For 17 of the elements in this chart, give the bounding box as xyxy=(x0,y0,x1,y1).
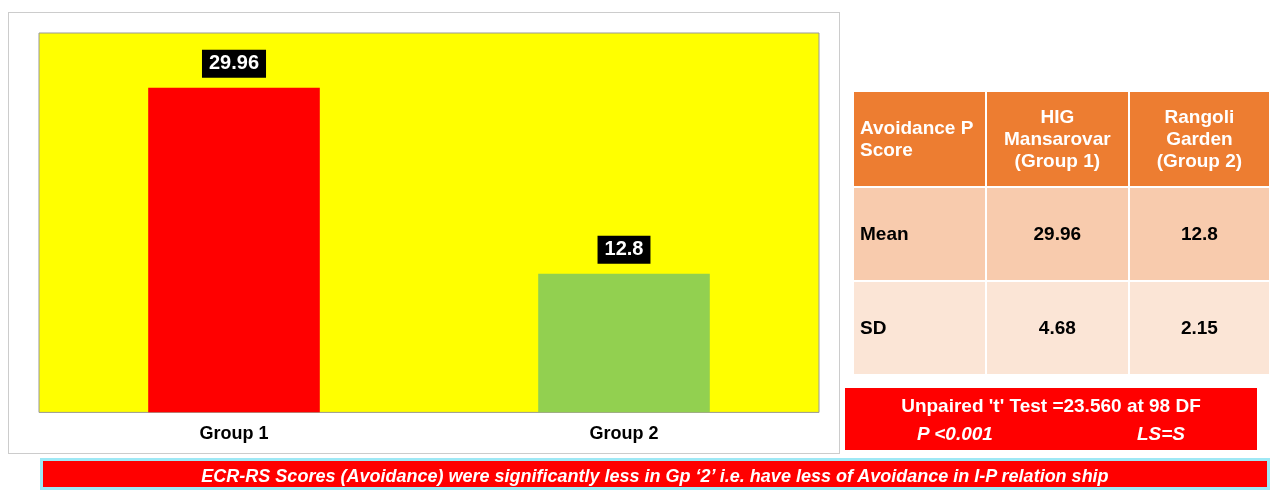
x-tick-label: Group 1 xyxy=(199,423,269,444)
text: SD xyxy=(853,281,986,375)
data-label: 29.96 xyxy=(208,51,260,74)
text: HIG Mansarovar (Group 1) xyxy=(985,91,1129,187)
text: ECR-RS Scores (Avoidance) were significantly less in Gp ‘2’ i.e. have less of Avoidance in I-P relation ship xyxy=(40,458,1270,490)
text: 4.68 xyxy=(985,281,1129,375)
text: 29.96 xyxy=(985,187,1129,281)
x-tick-label: Group 2 xyxy=(589,423,659,444)
text: 2.15 xyxy=(1128,281,1270,375)
text: Avoidance P Score xyxy=(853,91,986,187)
data-label: 12.8 xyxy=(604,237,644,260)
text: LS=S xyxy=(1136,422,1185,446)
text: Rangoli Garden (Group 2) xyxy=(1128,91,1270,187)
text: P <0.001 xyxy=(917,422,993,446)
text: Mean xyxy=(853,187,986,281)
text: Unpaired 't' Test =23.560 at 98 DF xyxy=(900,394,1202,418)
text: 12.8 xyxy=(1128,187,1270,281)
